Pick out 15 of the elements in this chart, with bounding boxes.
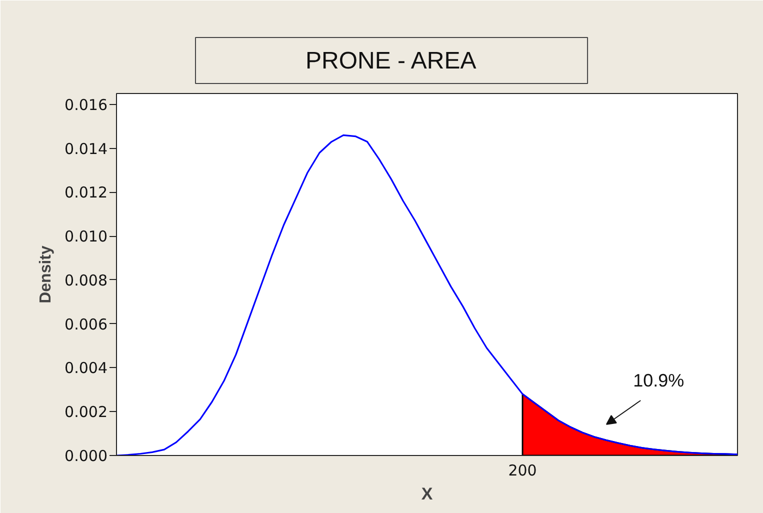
y-tick-label: 0.008 — [64, 271, 108, 290]
y-tick-label: 0.016 — [64, 96, 108, 114]
y-tick-label: 0.004 — [64, 359, 108, 378]
x-tick-label: 200 — [508, 462, 537, 480]
chart-title: PRONE - AREA — [306, 48, 476, 74]
y-tick-label: 0.010 — [64, 228, 108, 246]
y-tick-label: 0.000 — [64, 447, 108, 465]
annotation: 10.9% — [633, 370, 684, 391]
y-tick-label: 0.014 — [64, 140, 108, 158]
y-tick-label: 0.006 — [64, 315, 108, 334]
line-series — [116, 134, 738, 456]
y-tick-label: 0.012 — [64, 184, 108, 202]
y-tick-label: 0.002 — [64, 403, 108, 422]
y-axis-title: Density — [38, 246, 55, 304]
x-axis-title: X — [421, 484, 434, 504]
